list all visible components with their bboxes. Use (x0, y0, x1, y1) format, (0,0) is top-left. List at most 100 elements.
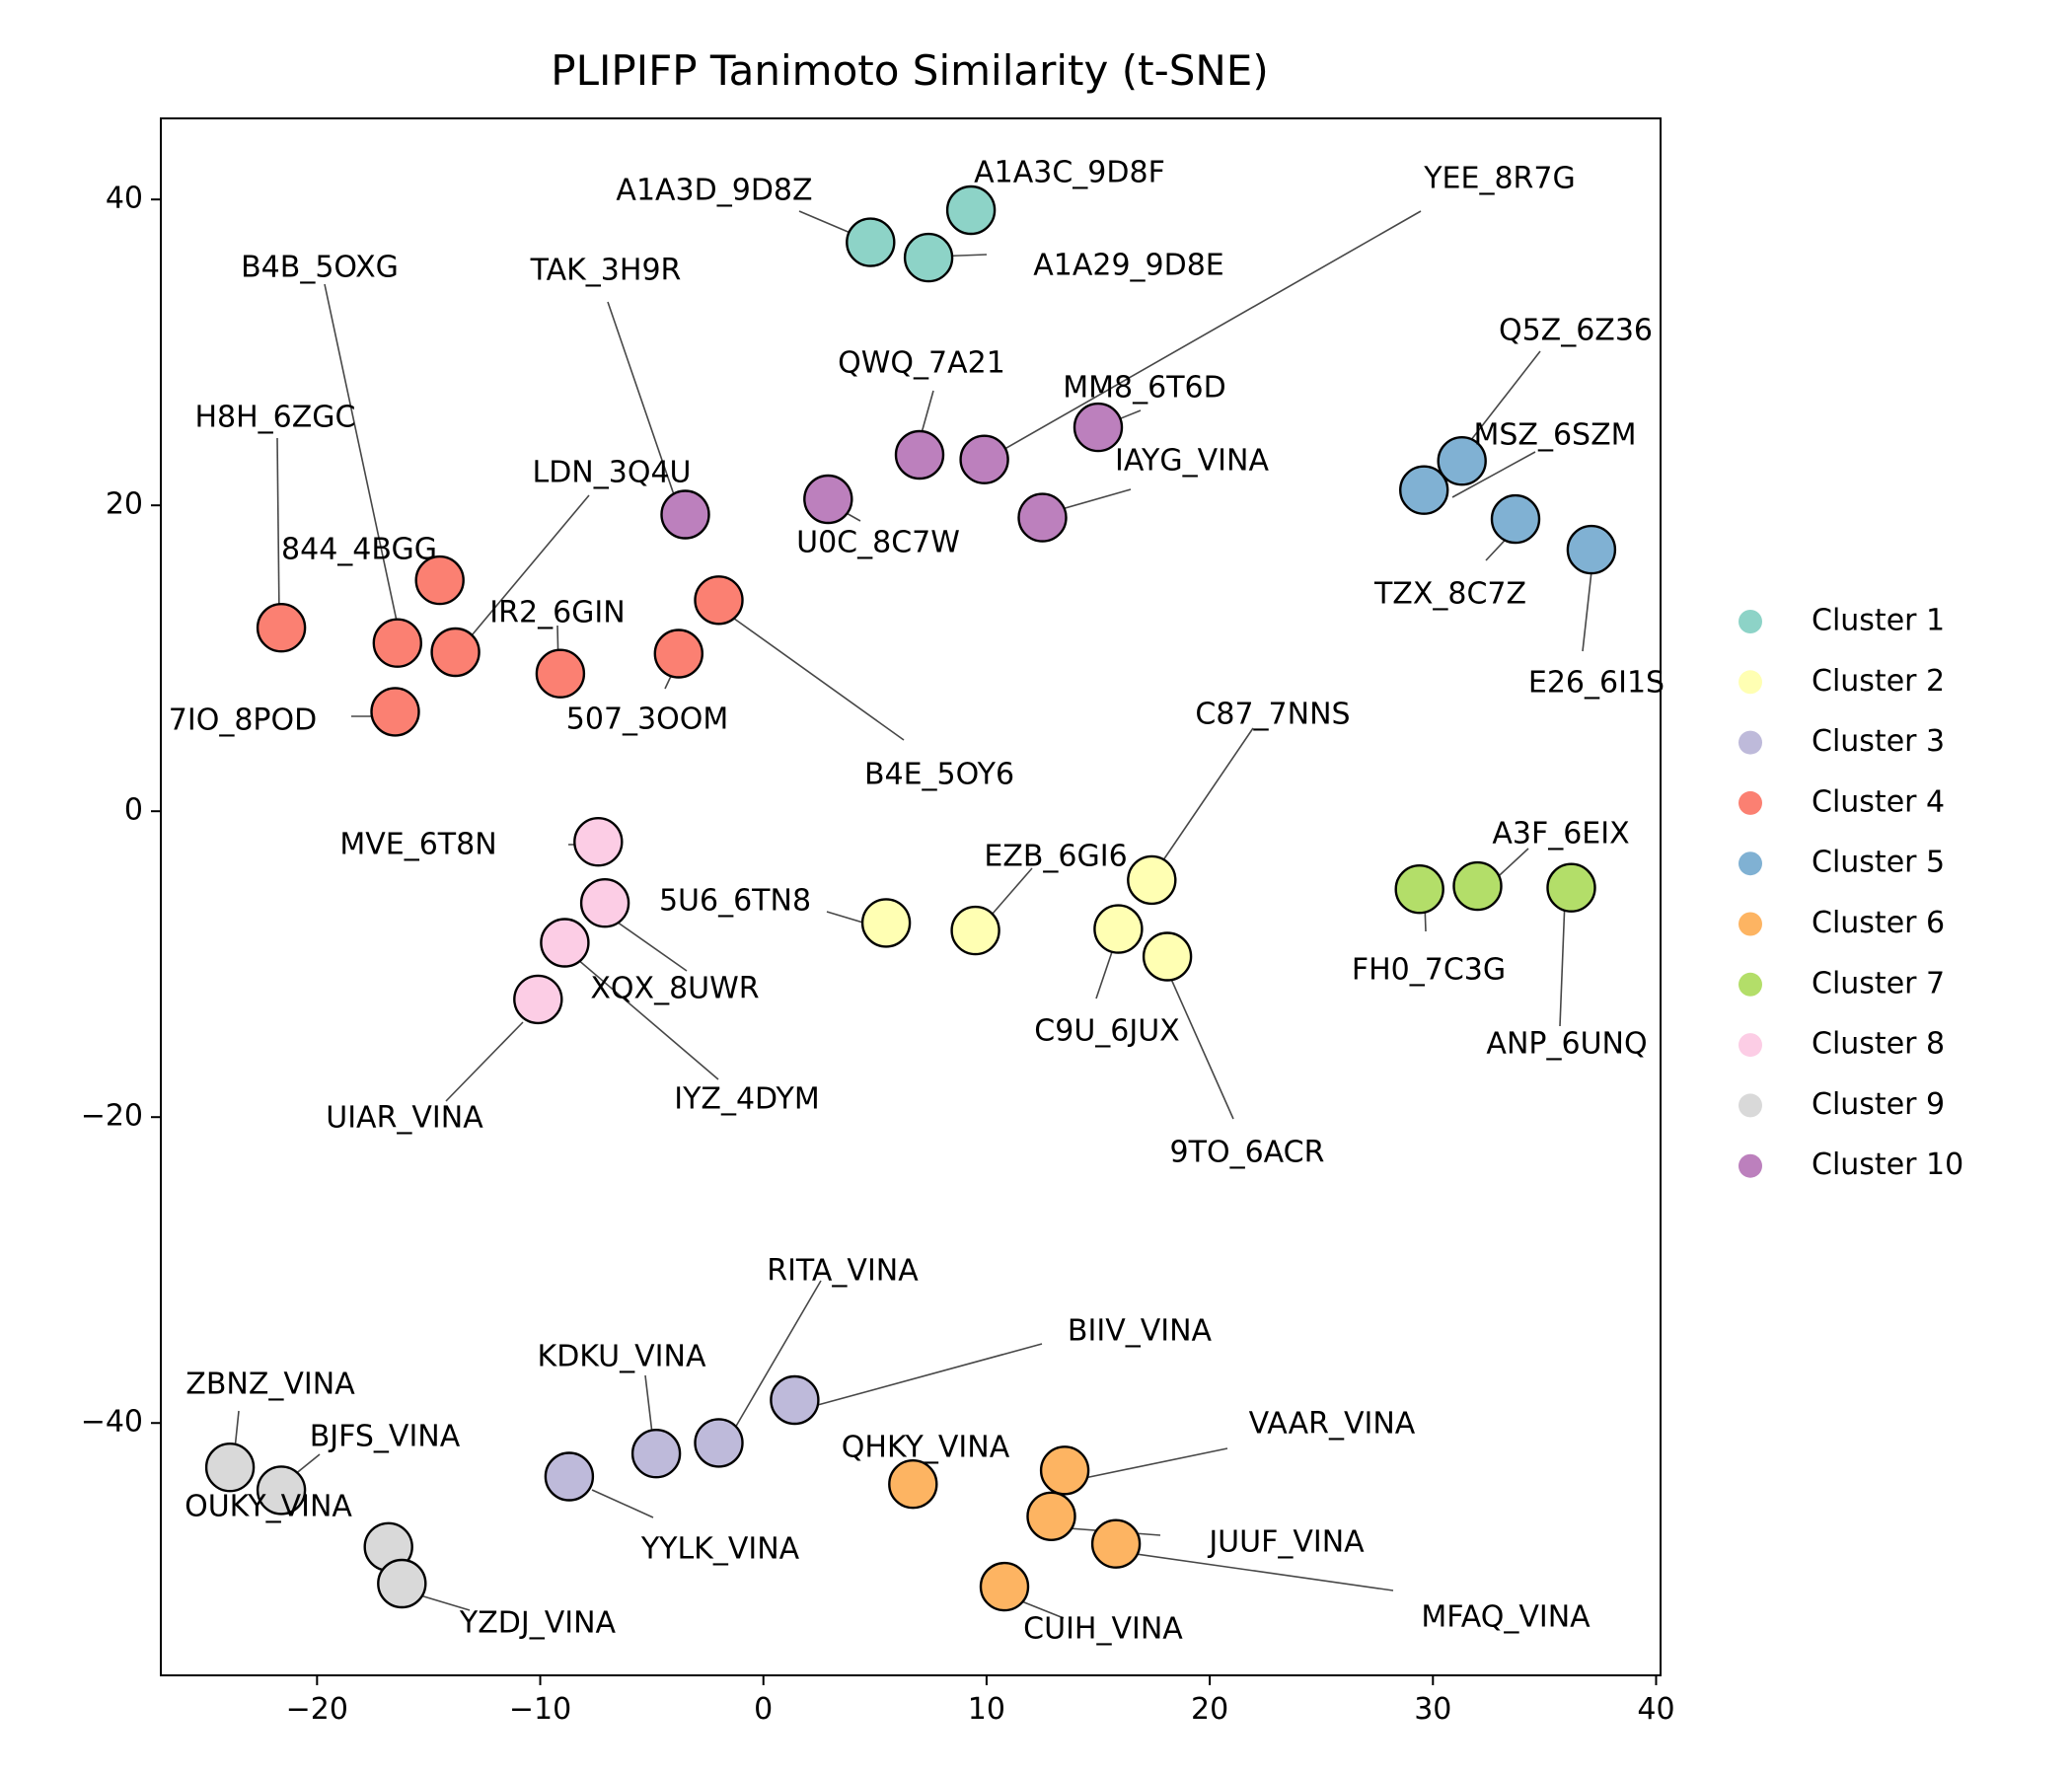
point-label-a1a29-9d8e: A1A29_9D8E (1033, 249, 1224, 283)
point-5u6-6tn8 (860, 898, 912, 948)
point-label-844-4bgg: 844_4BGG (281, 533, 437, 567)
point-label-juuf-vina: JUUF_VINA (1207, 1525, 1365, 1560)
point-label-iayg-vina: IAYG_VINA (1115, 444, 1269, 479)
point-label-ezb-6gi6: EZB_6GI6 (984, 840, 1127, 874)
point-label-yzdj-vina: YZDJ_VINA (459, 1606, 617, 1641)
legend-marker-4 (1739, 790, 1762, 815)
leader-line-b4b-5oxg (324, 283, 402, 640)
point-label-e26-6i1s: E26_6I1S (1528, 666, 1665, 701)
point-a3f-6eix (1452, 860, 1503, 912)
point-tak-3h9r (660, 489, 710, 540)
point-yee-8r7g (959, 434, 1009, 484)
point-tzx-8c7z (1490, 493, 1541, 545)
leader-line-yylk-vina (591, 1489, 654, 1518)
point-iayg-vina (1017, 492, 1068, 543)
legend-marker-9 (1739, 1093, 1762, 1118)
point-label-vaar-vina: VAAR_VINA (1249, 1407, 1416, 1442)
point-kdku-vina (630, 1428, 682, 1479)
point-label-b4b-5oxg: B4B_5OXG (241, 251, 399, 285)
point-c87-7nns (1127, 854, 1177, 906)
point-label-tak-3h9r: TAK_3H9R (530, 254, 682, 288)
y-tick-label-2: 0 (124, 793, 143, 828)
point-fh0-7c3g (1394, 864, 1444, 915)
legend-label-6: Cluster 6 (1812, 906, 1945, 940)
point-q5z-6z36 (1398, 465, 1449, 515)
legend-label-7: Cluster 7 (1812, 966, 1945, 1000)
point-label-ir2-6gin: IR2_6GIN (489, 596, 625, 630)
point-label-b4e-5oy6: B4E_5OY6 (864, 758, 1014, 792)
point-label-qwq-7a21: QWQ_7A21 (838, 346, 1005, 381)
plot-frame (160, 117, 1662, 1676)
point-label-bjfs-vina: BJFS_VINA (310, 1420, 461, 1454)
legend-marker-6 (1739, 912, 1762, 936)
point-labels: A1A3D_9D8Z A1A3C_9D8F A1A29_9D8E C87_7NNS EZ… (169, 156, 1665, 1647)
legend-label-9: Cluster 9 (1812, 1087, 1945, 1122)
data-points (204, 185, 1617, 1612)
point-e26-6i1s (1566, 524, 1617, 575)
point-msz-6szm (1437, 436, 1487, 486)
point-label-msz-6szm: MSZ_6SZM (1473, 418, 1636, 453)
legend: Cluster 1 Cluster 2 Cluster 3 Cluster 4 Clus… (1739, 604, 1963, 1182)
point-vaar-vina (1039, 1445, 1090, 1496)
legend-label-4: Cluster 4 (1812, 784, 1945, 819)
point-label-kdku-vina: KDKU_VINA (538, 1340, 706, 1374)
point-h8h-6zgc (256, 603, 307, 653)
point-u0c-8c7w (803, 474, 853, 525)
point-label-7io-8pod: 7IO_8POD (169, 703, 317, 738)
leader-line-mfaq-vina (1114, 1550, 1394, 1591)
point-label-tzx-8c7z: TZX_8C7Z (1373, 577, 1526, 612)
legend-marker-10 (1739, 1153, 1762, 1178)
point-ir2-6gin (535, 648, 586, 699)
point-label-507-3oom: 507_3OOM (566, 703, 728, 737)
point-yylk-vina (544, 1451, 595, 1502)
point-biiv-vina (770, 1374, 820, 1426)
axes: −20 −10 0 10 20 30 40 −40 −20 0 20 40 (81, 182, 1675, 1727)
point-label-anp-6unq: ANP_6UNQ (1486, 1027, 1647, 1062)
x-tick-label-3: 10 (968, 1692, 1005, 1727)
point-label-cuih-vina: CUIH_VINA (1023, 1612, 1183, 1647)
leader-line-iyz-4dym (569, 952, 719, 1080)
point-7io-8pod (370, 687, 420, 737)
point-a1a29-9d8e (903, 232, 954, 283)
point-label-zbnz-vina: ZBNZ_VINA (185, 1368, 355, 1402)
point-yzdj-vina (377, 1558, 427, 1609)
point-mfaq-vina (1090, 1518, 1142, 1569)
legend-marker-3 (1739, 730, 1762, 755)
leader-line-biiv-vina (802, 1343, 1043, 1410)
point-c9u-6jux (1093, 904, 1144, 954)
leader-line-9to-6acr (1169, 976, 1234, 1120)
point-label-mfaq-vina: MFAQ_VINA (1421, 1600, 1591, 1635)
legend-label-10: Cluster 10 (1812, 1147, 1963, 1182)
leader-line-e26-6i1s (1582, 561, 1593, 652)
point-uiar-vina (513, 974, 563, 1025)
point-label-a1a3d-9d8z: A1A3D_9D8Z (616, 174, 812, 208)
point-label-iyz-4dym: IYZ_4DYM (674, 1082, 819, 1117)
point-label-fh0-7c3g: FH0_7C3G (1352, 953, 1506, 988)
point-label-5u6-6tn8: 5U6_6TN8 (659, 884, 811, 919)
point-ezb-6gi6 (950, 905, 1000, 956)
legend-label-1: Cluster 1 (1812, 604, 1945, 638)
x-tick-label-6: 40 (1637, 1692, 1674, 1727)
point-a1a3c-9d8f (945, 185, 997, 236)
point-iyz-4dym (540, 918, 590, 968)
legend-label-5: Cluster 5 (1812, 846, 1945, 880)
x-tick-label-1: −10 (509, 1692, 571, 1727)
point-cuih-vina (979, 1561, 1030, 1612)
point-rita-vina (694, 1418, 744, 1468)
leader-line-xqx-8uwr (613, 919, 688, 972)
point-507-3oom (653, 629, 703, 679)
x-tick-label-0: −20 (286, 1692, 348, 1727)
y-tick-label-1: −20 (81, 1099, 143, 1134)
point-label-yee-8r7g: YEE_8R7G (1423, 162, 1576, 196)
leader-line-msz-6szm (1451, 451, 1536, 498)
point-mve-6t8n (573, 817, 624, 867)
point-a1a3d-9d8z (846, 217, 896, 267)
legend-label-8: Cluster 8 (1812, 1027, 1945, 1062)
point-juuf-vina (1026, 1491, 1076, 1542)
y-tick-label-4: 40 (106, 182, 143, 216)
point-label-biiv-vina: BIIV_VINA (1068, 1314, 1213, 1349)
leader-line-ldn-3q4u (461, 494, 590, 648)
point-qwq-7a21 (894, 429, 945, 481)
x-tick-label-5: 30 (1414, 1692, 1451, 1727)
